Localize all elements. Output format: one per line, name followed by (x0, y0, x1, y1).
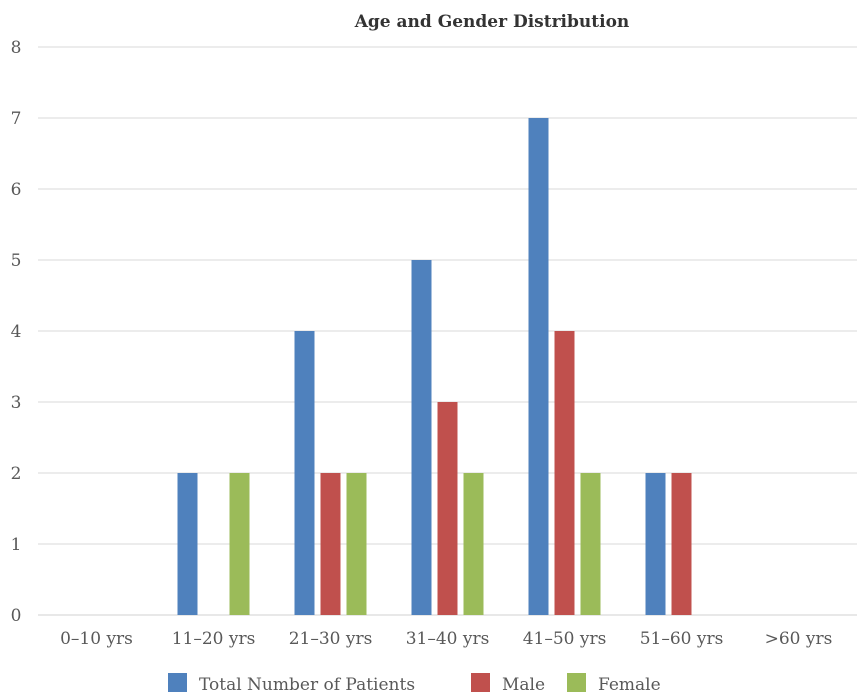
x-axis: 0–10 yrs 11–20 yrs 21–30 yrs 31–40 yrs 41–50… (60, 629, 832, 649)
bars (177, 118, 692, 615)
x-tick-label: 21–30 yrs (289, 629, 373, 649)
legend-label: Female (598, 675, 661, 694)
legend-swatch (567, 673, 586, 692)
legend-label: Male (502, 675, 545, 694)
y-tick-label: 3 (11, 393, 22, 413)
bar-total-number-of-patients-4 (528, 118, 549, 615)
y-tick-label: 1 (11, 535, 22, 555)
bar-female-4 (580, 473, 601, 615)
y-axis: 0 1 2 3 4 5 6 7 8 (11, 38, 22, 626)
y-tick-label: 0 (11, 606, 22, 626)
x-tick-label: 41–50 yrs (523, 629, 607, 649)
bar-total-number-of-patients-1 (177, 473, 198, 615)
x-tick-label: >60 yrs (765, 629, 833, 649)
legend-label: Total Number of Patients (199, 675, 415, 694)
bar-male-4 (554, 331, 575, 615)
bar-male-5 (671, 473, 692, 615)
bar-female-1 (229, 473, 250, 615)
legend-swatch (168, 673, 187, 692)
y-tick-label: 8 (11, 38, 22, 58)
x-tick-label: 51–60 yrs (640, 629, 724, 649)
bar-total-number-of-patients-3 (411, 260, 432, 615)
bar-total-number-of-patients-2 (294, 331, 315, 615)
bar-male-3 (437, 402, 458, 615)
y-tick-label: 2 (11, 464, 22, 484)
y-tick-label: 5 (11, 251, 22, 271)
y-tick-label: 7 (11, 109, 22, 129)
bar-male-2 (320, 473, 341, 615)
y-tick-label: 4 (11, 322, 22, 342)
chart-title: Age and Gender Distribution (354, 12, 630, 32)
bar-female-3 (463, 473, 484, 615)
x-tick-label: 11–20 yrs (172, 629, 256, 649)
x-tick-label: 31–40 yrs (406, 629, 490, 649)
legend-swatch (471, 673, 490, 692)
y-tick-label: 6 (11, 180, 22, 200)
x-tick-label: 0–10 yrs (60, 629, 133, 649)
bar-female-2 (346, 473, 367, 615)
gridlines (38, 46, 857, 616)
bar-total-number-of-patients-5 (645, 473, 666, 615)
legend: Total Number of Patients Male Female (168, 673, 661, 694)
